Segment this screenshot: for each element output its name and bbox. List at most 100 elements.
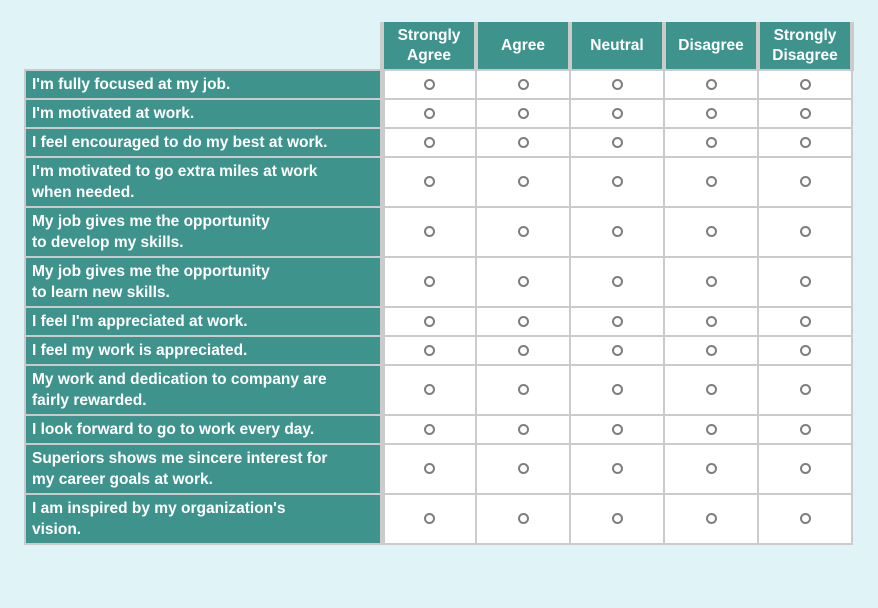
radio-cell[interactable] xyxy=(757,98,853,129)
radio-cell[interactable] xyxy=(475,493,571,545)
radio-strongly-disagree[interactable] xyxy=(799,463,811,475)
radio-neutral[interactable] xyxy=(611,463,623,475)
radio-cell[interactable] xyxy=(569,335,665,366)
radio-cell[interactable] xyxy=(381,256,477,308)
radio-disagree[interactable] xyxy=(705,513,717,525)
radio-cell[interactable] xyxy=(663,127,759,158)
radio-strongly-disagree[interactable] xyxy=(799,315,811,327)
radio-cell[interactable] xyxy=(757,493,853,545)
radio-agree[interactable] xyxy=(517,107,529,119)
radio-agree[interactable] xyxy=(517,463,529,475)
radio-cell[interactable] xyxy=(569,256,665,308)
radio-cell[interactable] xyxy=(663,493,759,545)
radio-strongly-agree[interactable] xyxy=(424,423,436,435)
radio-disagree[interactable] xyxy=(705,276,717,288)
radio-cell[interactable] xyxy=(663,156,759,208)
radio-agree[interactable] xyxy=(517,423,529,435)
radio-cell[interactable] xyxy=(381,306,477,337)
radio-cell[interactable] xyxy=(663,206,759,258)
radio-agree[interactable] xyxy=(517,78,529,90)
radio-cell[interactable] xyxy=(381,493,477,545)
radio-cell[interactable] xyxy=(381,69,477,100)
radio-cell[interactable] xyxy=(757,306,853,337)
radio-cell[interactable] xyxy=(569,127,665,158)
radio-cell[interactable] xyxy=(757,127,853,158)
radio-strongly-disagree[interactable] xyxy=(799,136,811,148)
radio-strongly-disagree[interactable] xyxy=(799,384,811,396)
radio-cell[interactable] xyxy=(663,98,759,129)
radio-strongly-disagree[interactable] xyxy=(799,423,811,435)
radio-cell[interactable] xyxy=(475,156,571,208)
radio-neutral[interactable] xyxy=(611,344,623,356)
radio-disagree[interactable] xyxy=(705,423,717,435)
radio-strongly-disagree[interactable] xyxy=(799,344,811,356)
radio-agree[interactable] xyxy=(517,344,529,356)
radio-strongly-agree[interactable] xyxy=(424,463,436,475)
radio-strongly-disagree[interactable] xyxy=(799,513,811,525)
radio-disagree[interactable] xyxy=(705,136,717,148)
radio-neutral[interactable] xyxy=(611,107,623,119)
radio-strongly-agree[interactable] xyxy=(424,344,436,356)
radio-neutral[interactable] xyxy=(611,513,623,525)
radio-cell[interactable] xyxy=(663,443,759,495)
radio-cell[interactable] xyxy=(475,69,571,100)
radio-cell[interactable] xyxy=(475,335,571,366)
radio-cell[interactable] xyxy=(381,335,477,366)
radio-strongly-disagree[interactable] xyxy=(799,226,811,238)
radio-cell[interactable] xyxy=(569,414,665,445)
radio-cell[interactable] xyxy=(381,127,477,158)
radio-strongly-disagree[interactable] xyxy=(799,78,811,90)
radio-cell[interactable] xyxy=(475,206,571,258)
radio-cell[interactable] xyxy=(475,443,571,495)
radio-neutral[interactable] xyxy=(611,176,623,188)
radio-neutral[interactable] xyxy=(611,226,623,238)
radio-agree[interactable] xyxy=(517,315,529,327)
radio-cell[interactable] xyxy=(381,98,477,129)
radio-cell[interactable] xyxy=(757,156,853,208)
radio-cell[interactable] xyxy=(757,256,853,308)
radio-cell[interactable] xyxy=(663,306,759,337)
radio-cell[interactable] xyxy=(569,98,665,129)
radio-cell[interactable] xyxy=(475,306,571,337)
radio-cell[interactable] xyxy=(475,98,571,129)
radio-disagree[interactable] xyxy=(705,463,717,475)
radio-cell[interactable] xyxy=(663,69,759,100)
radio-cell[interactable] xyxy=(663,256,759,308)
radio-disagree[interactable] xyxy=(705,78,717,90)
radio-strongly-disagree[interactable] xyxy=(799,176,811,188)
radio-cell[interactable] xyxy=(663,364,759,416)
radio-disagree[interactable] xyxy=(705,384,717,396)
radio-cell[interactable] xyxy=(569,69,665,100)
radio-strongly-agree[interactable] xyxy=(424,176,436,188)
radio-cell[interactable] xyxy=(663,414,759,445)
radio-cell[interactable] xyxy=(381,206,477,258)
radio-cell[interactable] xyxy=(757,206,853,258)
radio-agree[interactable] xyxy=(517,176,529,188)
radio-cell[interactable] xyxy=(569,206,665,258)
radio-cell[interactable] xyxy=(757,443,853,495)
radio-cell[interactable] xyxy=(663,335,759,366)
radio-strongly-agree[interactable] xyxy=(424,78,436,90)
radio-disagree[interactable] xyxy=(705,107,717,119)
radio-agree[interactable] xyxy=(517,513,529,525)
radio-strongly-disagree[interactable] xyxy=(799,107,811,119)
radio-cell[interactable] xyxy=(569,493,665,545)
radio-strongly-agree[interactable] xyxy=(424,226,436,238)
radio-cell[interactable] xyxy=(569,156,665,208)
radio-disagree[interactable] xyxy=(705,226,717,238)
radio-cell[interactable] xyxy=(381,443,477,495)
radio-neutral[interactable] xyxy=(611,136,623,148)
radio-strongly-agree[interactable] xyxy=(424,107,436,119)
radio-strongly-disagree[interactable] xyxy=(799,276,811,288)
radio-neutral[interactable] xyxy=(611,315,623,327)
radio-disagree[interactable] xyxy=(705,315,717,327)
radio-agree[interactable] xyxy=(517,276,529,288)
radio-cell[interactable] xyxy=(475,256,571,308)
radio-disagree[interactable] xyxy=(705,176,717,188)
radio-cell[interactable] xyxy=(475,364,571,416)
radio-strongly-agree[interactable] xyxy=(424,276,436,288)
radio-cell[interactable] xyxy=(757,414,853,445)
radio-strongly-agree[interactable] xyxy=(424,315,436,327)
radio-cell[interactable] xyxy=(569,443,665,495)
radio-cell[interactable] xyxy=(381,364,477,416)
